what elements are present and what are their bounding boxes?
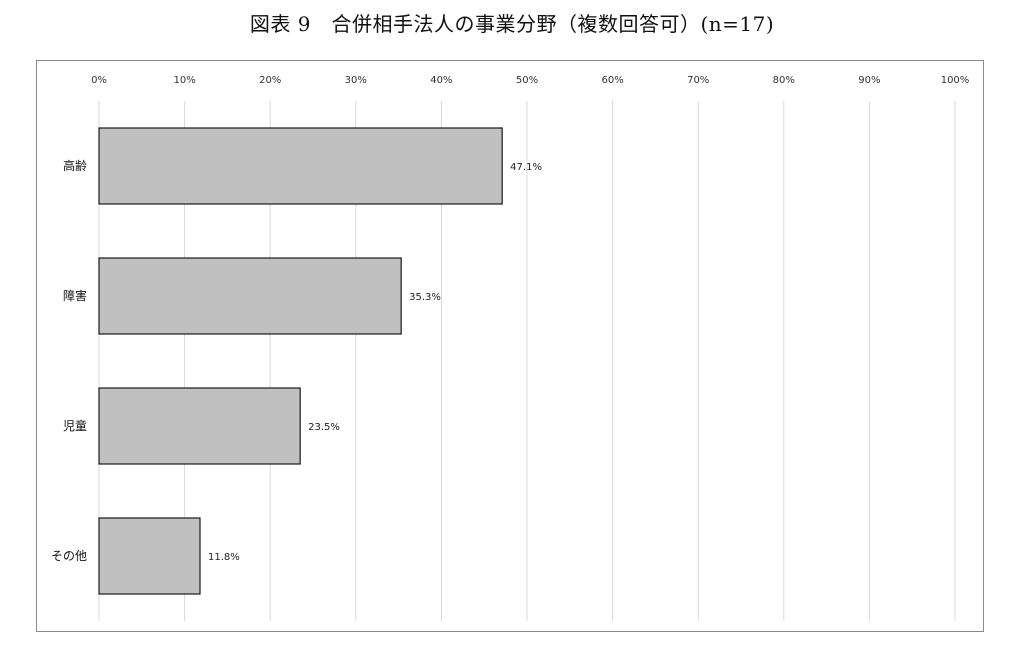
category-label: 児童	[63, 418, 87, 433]
bar	[98, 517, 201, 595]
data-label: 11.8%	[208, 552, 240, 563]
x-tick-label: 10%	[173, 75, 195, 86]
chart-frame: 0% 10% 20% 30% 40% 50% 60% 70% 80% 90% 100% 高齢 47.1%…	[36, 60, 984, 632]
x-tick-label: 60%	[601, 75, 623, 86]
bar	[98, 127, 503, 205]
x-tick-label: 30%	[345, 75, 367, 86]
x-tick-label: 80%	[773, 75, 795, 86]
x-tick-label: 70%	[687, 75, 709, 86]
x-tick-label: 20%	[259, 75, 281, 86]
x-tick-label: 40%	[430, 75, 452, 86]
chart-title: 図表 9 合併相手法人の事業分野（複数回答可）(n=17)	[249, 12, 775, 36]
data-label: 23.5%	[308, 422, 340, 433]
bar	[98, 387, 301, 465]
x-tick-label: 100%	[941, 75, 970, 86]
x-tick-label: 50%	[516, 75, 538, 86]
data-label: 47.1%	[510, 162, 542, 173]
x-tick-label: 0%	[91, 75, 107, 86]
category-label: 障害	[63, 288, 87, 303]
data-label: 35.3%	[409, 292, 441, 303]
category-label: その他	[51, 549, 87, 563]
x-tick-label: 90%	[858, 75, 880, 86]
category-label: 高齢	[63, 158, 87, 173]
bar-chart: 0% 10% 20% 30% 40% 50% 60% 70% 80% 90% 100% 高齢 47.1%…	[51, 75, 970, 621]
bar	[98, 257, 402, 335]
